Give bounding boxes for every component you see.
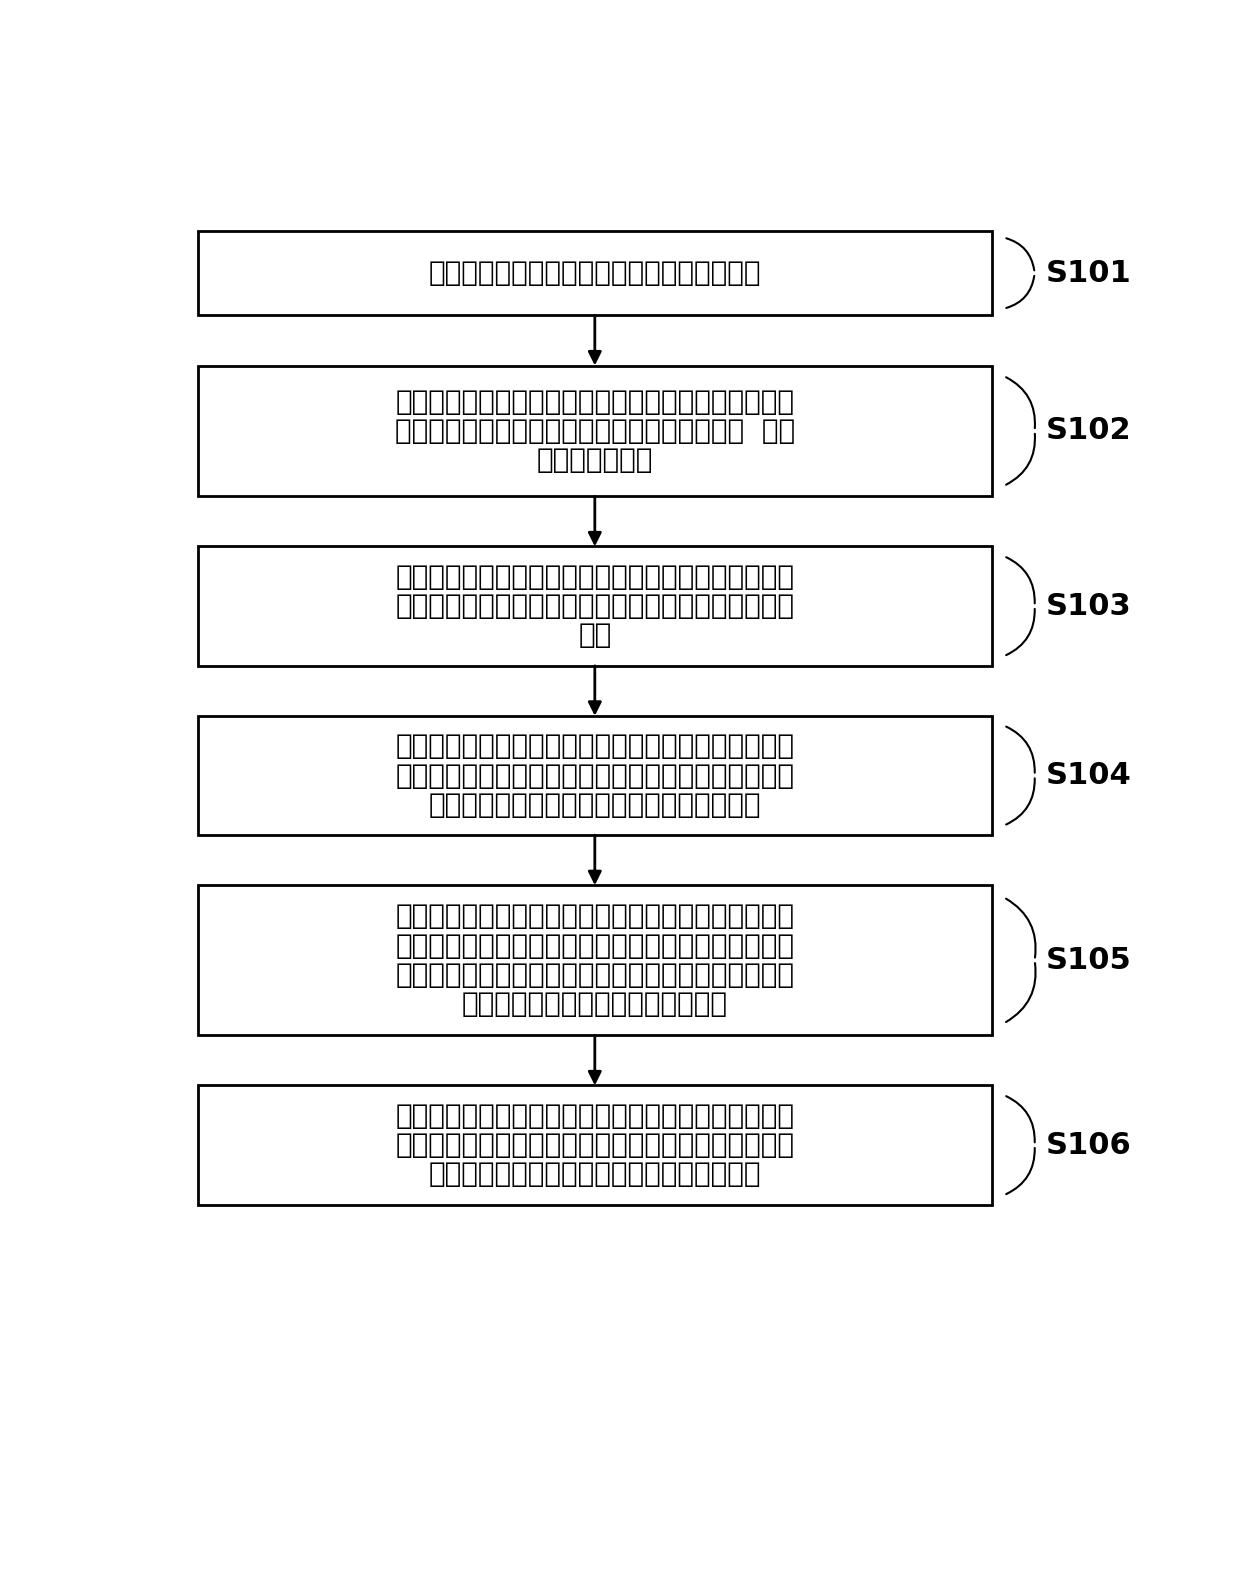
- Text: 作为优先电机需求输出功率并发送至优先电机: 作为优先电机需求输出功率并发送至优先电机: [429, 792, 761, 818]
- Bar: [197, 546, 992, 666]
- Text: 电机最大允许输出功率和优先电机需求功率中最小的值: 电机最大允许输出功率和优先电机需求功率中最小的值: [396, 761, 795, 790]
- Text: 根据当前车辆运行参数生成相应的标志位信号: 根据当前车辆运行参数生成相应的标志位信号: [429, 260, 761, 287]
- Text: 根据当前车辆运行参数计算优先电机需求功率，取优先: 根据当前车辆运行参数计算优先电机需求功率，取优先: [396, 733, 795, 760]
- Bar: [197, 231, 992, 315]
- Text: S101: S101: [1047, 258, 1132, 288]
- Text: 志位选取发电机和驱动电机中一个作为优先电机  另一: 志位选取发电机和驱动电机中一个作为优先电机 另一: [394, 416, 795, 445]
- Text: S106: S106: [1047, 1130, 1132, 1160]
- Bar: [197, 366, 992, 497]
- Text: 根据当前车辆运行参数计算限制电机需求功率，取限制: 根据当前车辆运行参数计算限制电机需求功率，取限制: [396, 1102, 795, 1130]
- Text: 机实际输出功率，根据升压装置当前最大允许输出功率: 机实际输出功率，根据升压装置当前最大允许输出功率: [396, 932, 795, 959]
- Bar: [197, 716, 992, 836]
- Text: S105: S105: [1047, 947, 1132, 975]
- Text: 选取升压装置当前最大允许输出功率和优先电机当前最: 选取升压装置当前最大允许输出功率和优先电机当前最: [396, 564, 795, 590]
- Text: 功率计算限制电机最大允许输出功率: 功率计算限制电机最大允许输出功率: [461, 991, 728, 1018]
- Text: 个作为限制电机: 个作为限制电机: [537, 446, 653, 475]
- Text: 大允许输出功率中最小的值作为优先电机最大允许输出: 大允许输出功率中最小的值作为优先电机最大允许输出: [396, 592, 795, 621]
- Text: 功率: 功率: [578, 622, 611, 649]
- Bar: [197, 885, 992, 1035]
- Text: 当标志位信号为优先标志位信号时，获取并根据优先标: 当标志位信号为优先标志位信号时，获取并根据优先标: [396, 388, 795, 416]
- Bar: [197, 1086, 992, 1205]
- Text: S104: S104: [1047, 761, 1132, 790]
- Text: 获取优先电机根据优先电机需求输出功率生成的优先电: 获取优先电机根据优先电机需求输出功率生成的优先电: [396, 902, 795, 931]
- Text: 作为限制电机需求输出功率并发送至限制电机: 作为限制电机需求输出功率并发送至限制电机: [429, 1160, 761, 1189]
- Text: S102: S102: [1047, 416, 1132, 445]
- Text: S103: S103: [1047, 592, 1132, 621]
- Text: 、限制电机当前最大允许输出功率和优先电机实际输出: 、限制电机当前最大允许输出功率和优先电机实际输出: [396, 961, 795, 989]
- Text: 电机最大允许输出功率和限制电机需求功率中最小的值: 电机最大允许输出功率和限制电机需求功率中最小的值: [396, 1132, 795, 1159]
